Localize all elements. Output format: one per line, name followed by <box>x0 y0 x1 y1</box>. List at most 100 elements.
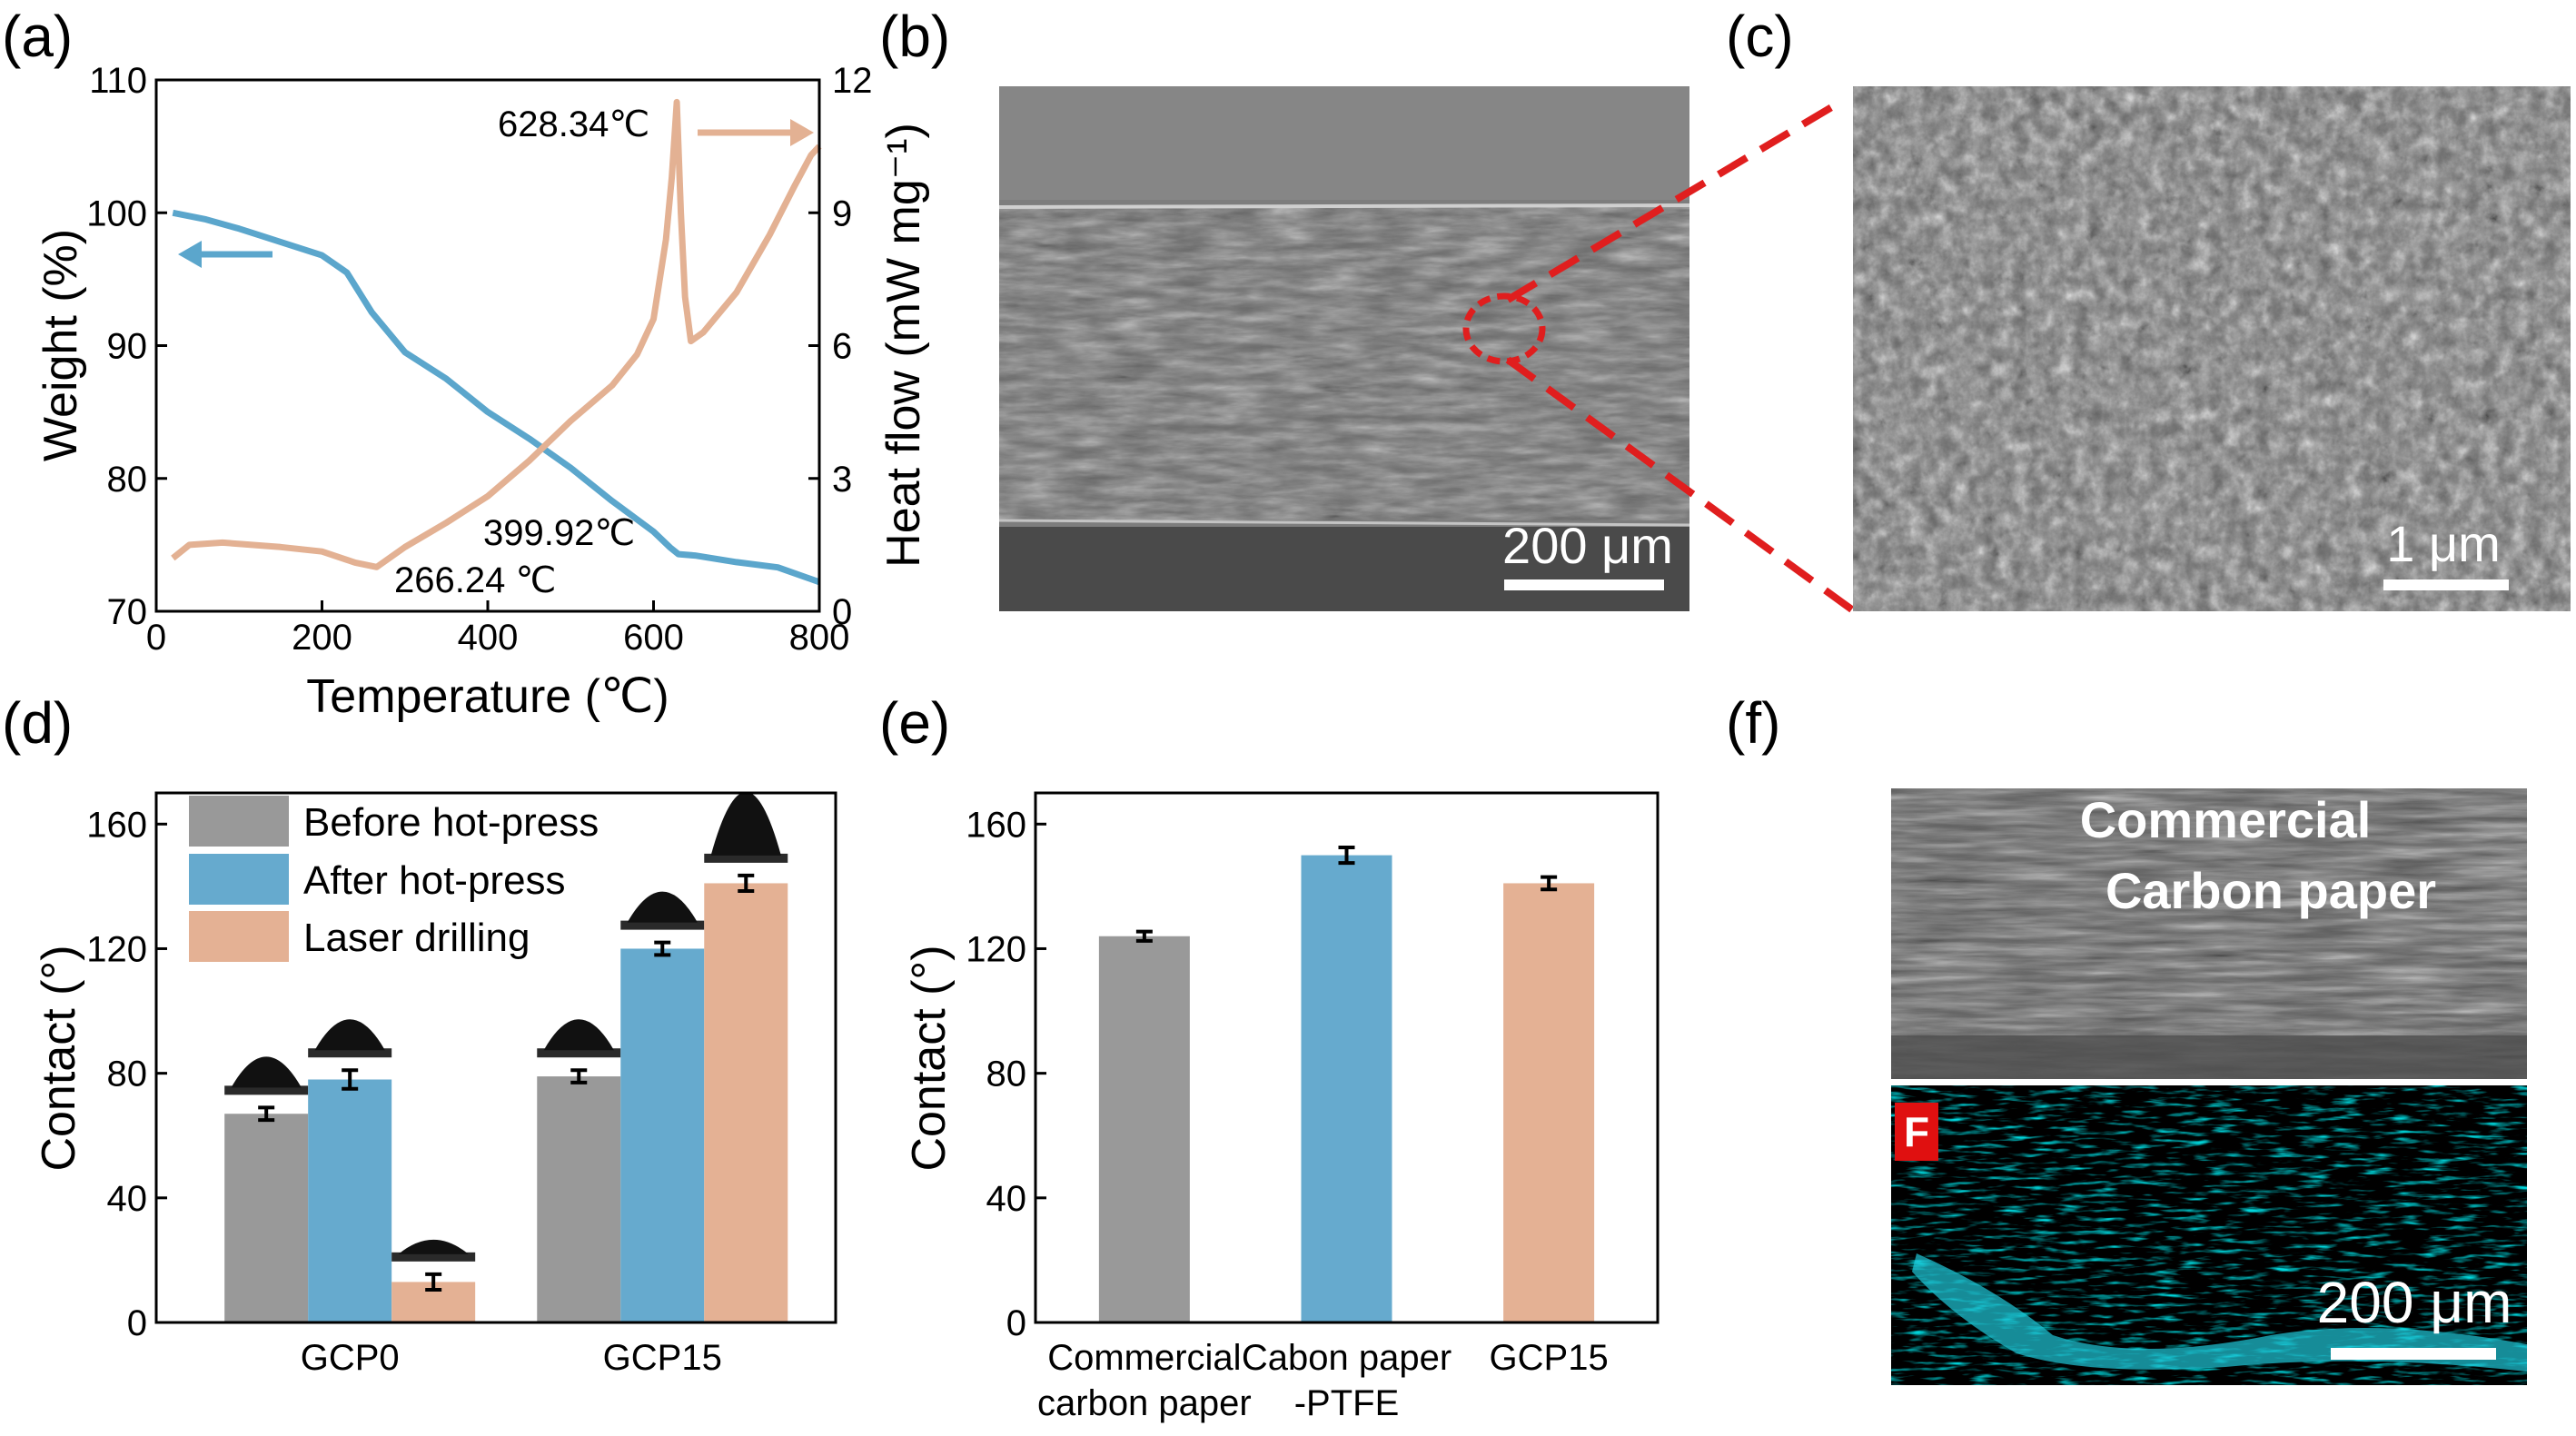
chart-a-ytick-label: 80 <box>107 460 148 500</box>
droplet-substrate <box>620 920 705 930</box>
chart-e-ytick-label: 0 <box>1006 1303 1026 1343</box>
sem-image-f: Commercial Carbon paper <box>1891 788 2527 1079</box>
panel-label-c: (c) <box>1726 4 1794 69</box>
panel-label-d: (d) <box>2 690 73 756</box>
annotation-266: 266.24 ℃ <box>394 560 556 600</box>
element-badge <box>1895 1103 1938 1161</box>
chart-d-ytick-label: 40 <box>107 1179 148 1219</box>
scale-label-f: 200 μm <box>2317 1270 2512 1335</box>
f-title-line2: Carbon paper <box>2105 862 2436 919</box>
legend-swatch-after <box>189 854 289 905</box>
chart-e-bar <box>1301 855 1392 1322</box>
chart-a-y2label: Heat flow (mW mg⁻¹) <box>877 123 930 568</box>
chart-a-xtick-label: 600 <box>623 618 684 658</box>
chart-e-category-label-line2: -PTFE <box>1294 1383 1400 1423</box>
droplet-icon <box>314 1019 385 1051</box>
sem-image-b: 200 μm <box>998 86 1690 611</box>
panel-label-e: (e) <box>879 690 950 756</box>
chart-e-bar <box>1098 936 1190 1322</box>
legend-swatch-before <box>189 796 289 847</box>
chart-a-ylabel: Weight (%) <box>35 229 87 461</box>
chart-a: 0 200 400 600 800 70 80 90 100 110 0 3 6 9 12 Temperat… <box>35 61 930 723</box>
chart-d-ticks: 0 40 80 120 160 GCP0 GCP15 <box>86 805 722 1378</box>
droplet-substrate <box>537 1048 621 1058</box>
chart-d-ytick-label: 160 <box>86 805 147 845</box>
f-title-line1: Commercial <box>2080 791 2372 848</box>
chart-a-xtick-label: 800 <box>789 618 850 658</box>
chart-d: 0 40 80 120 160 GCP0 GCP15 Contact (°) Before … <box>33 791 837 1378</box>
arrow-left-axis-icon <box>178 241 272 268</box>
chart-e-bar <box>1503 883 1595 1322</box>
chart-e-category-label: Commercial <box>1047 1338 1241 1378</box>
arrow-right-axis-icon <box>698 119 814 146</box>
chart-d-bar <box>620 948 705 1322</box>
chart-a-y2tick-label: 6 <box>832 327 852 367</box>
chart-e-marks <box>1098 846 1595 1322</box>
scale-bar-c <box>2383 579 2509 590</box>
scale-bar-b <box>1504 579 1664 590</box>
chart-d-marks <box>224 791 788 1322</box>
chart-d-bar <box>308 1079 392 1322</box>
chart-a-ticks: 0 200 400 600 800 70 80 90 100 110 0 3 6 9 12 <box>86 61 872 658</box>
droplet-icon <box>398 1239 469 1254</box>
droplet-substrate <box>704 853 788 863</box>
chart-d-ytick-label: 0 <box>127 1303 147 1343</box>
zoom-line-top <box>1505 96 1847 303</box>
chart-d-category-label: GCP15 <box>603 1338 722 1378</box>
eds-map-f: F 200 μm <box>1891 1085 2527 1385</box>
legend-label-after: After hot-press <box>303 858 566 903</box>
chart-a-ytick-label: 90 <box>107 327 148 367</box>
chart-a-series-1 <box>171 98 822 570</box>
zoom-line-bottom <box>1505 356 1856 614</box>
chart-e-category-label: Cabon paper <box>1242 1338 1451 1378</box>
chart-a-xlabel: Temperature (℃) <box>306 670 669 723</box>
chart-e-frame <box>1034 791 1660 1324</box>
annotation-399: 399.92℃ <box>483 513 635 553</box>
legend-swatch-laser <box>189 911 289 962</box>
chart-a-ytick-label: 100 <box>86 193 147 233</box>
chart-e-ylabel: Contact (°) <box>903 945 956 1171</box>
chart-d-legend: Before hot-press After hot-press Laser d… <box>189 796 599 962</box>
chart-a-ytick-label: 70 <box>107 592 148 632</box>
scale-bar-f <box>2331 1348 2496 1360</box>
chart-d-bar <box>224 1114 309 1322</box>
chart-a-series-0 <box>172 209 821 586</box>
chart-e-ytick-label: 40 <box>986 1179 1027 1219</box>
chart-e-ytick-label: 120 <box>966 929 1026 969</box>
chart-a-y2tick-label: 12 <box>832 61 873 101</box>
chart-e-ticks: 0 40 80 120 160 Commercial carbon paper Cabon p… <box>966 805 1608 1423</box>
zoom-circle <box>1462 292 1546 365</box>
chart-a-y2tick-label: 3 <box>832 460 852 500</box>
scale-label-c: 1 μm <box>2386 515 2501 572</box>
chart-a-ytick-label: 110 <box>89 61 147 101</box>
chart-e-ytick-label: 80 <box>986 1055 1027 1094</box>
droplet-substrate <box>391 1252 476 1262</box>
droplet-icon <box>627 891 698 923</box>
chart-e-category-label-line2: carbon paper <box>1037 1383 1252 1423</box>
droplet-substrate <box>224 1085 309 1095</box>
panel-label-f: (f) <box>1726 690 1780 756</box>
chart-a-xtick-label: 0 <box>146 618 166 658</box>
legend-label-before: Before hot-press <box>303 800 599 845</box>
droplet-substrate <box>308 1048 392 1058</box>
chart-d-category-label: GCP0 <box>301 1338 400 1378</box>
chart-a-y2tick-label: 0 <box>832 592 852 632</box>
annotation-peak: 628.34℃ <box>498 104 649 144</box>
legend-label-laser: Laser drilling <box>303 916 530 960</box>
scale-label-b: 200 μm <box>1502 517 1673 574</box>
chart-a-xtick-label: 200 <box>292 618 352 658</box>
chart-a-y2tick-label: 9 <box>832 193 852 233</box>
chart-d-bar <box>704 883 788 1322</box>
chart-e-ytick-label: 160 <box>966 805 1026 845</box>
chart-d-ytick-label: 120 <box>86 929 147 969</box>
panel-label-a: (a) <box>2 4 73 69</box>
chart-e: 0 40 80 120 160 Commercial carbon paper Cabon p… <box>903 791 1660 1423</box>
sem-image-c: 1 μm <box>1853 86 2571 611</box>
chart-e-category-label: GCP15 <box>1490 1338 1609 1378</box>
chart-d-ylabel: Contact (°) <box>33 945 85 1171</box>
chart-a-marks <box>171 98 822 586</box>
droplet-icon <box>543 1019 614 1051</box>
chart-d-bar <box>537 1076 621 1322</box>
droplet-icon <box>231 1056 302 1088</box>
